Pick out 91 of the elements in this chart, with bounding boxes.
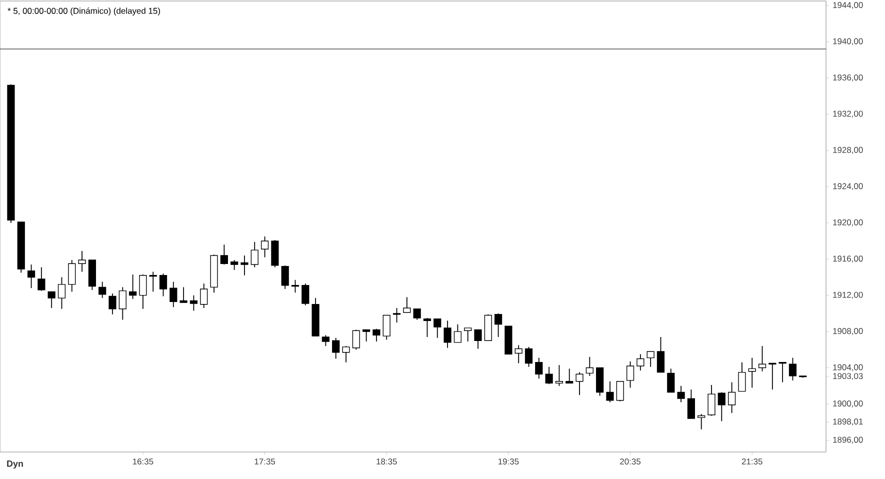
candlestick <box>220 244 228 265</box>
candlestick <box>108 293 116 315</box>
candlestick <box>606 380 614 403</box>
x-tick-label: 16:35 <box>132 458 154 465</box>
candlestick <box>626 360 634 388</box>
y-tick-label: 1898,01 <box>833 418 863 426</box>
candlestick <box>738 362 746 392</box>
candlestick <box>728 382 736 414</box>
y-tick-label: 1903,03 <box>833 373 863 380</box>
candlestick <box>413 308 421 320</box>
candlestick <box>423 318 432 338</box>
y-tick-label: 1928,00 <box>833 146 863 154</box>
y-tick-label: 1940,00 <box>833 38 863 46</box>
x-tick-label: 19:35 <box>498 458 519 465</box>
candlestick <box>48 291 56 308</box>
candlestick <box>524 346 533 368</box>
candlestick <box>545 366 553 385</box>
x-tick-label: 21:35 <box>742 458 762 465</box>
candlestick <box>170 281 178 308</box>
candlestick <box>586 356 594 376</box>
candlestick <box>464 327 472 342</box>
candlestick <box>190 294 198 312</box>
candlestick <box>149 271 157 292</box>
x-tick-label: 17:35 <box>254 458 276 465</box>
candlestick <box>718 392 726 422</box>
candlestick <box>667 368 675 393</box>
candlestick <box>444 320 452 348</box>
candlestick <box>616 380 624 402</box>
candlestick <box>352 329 360 350</box>
text: * 5, 00:00-00:00 (Dinámico) (delayed 15) <box>8 8 160 16</box>
candlestick <box>698 414 706 430</box>
y-tick-label: 1916,00 <box>833 256 863 263</box>
candlestick <box>514 344 522 364</box>
candlestick <box>362 329 370 342</box>
candlestick <box>332 337 340 360</box>
candlestick <box>118 286 126 320</box>
candlestick <box>403 296 411 313</box>
candlestick <box>382 314 390 340</box>
y-tick-label: 1920,00 <box>833 219 863 226</box>
candlestick <box>291 279 300 294</box>
candlestick <box>636 354 644 371</box>
candlestick <box>180 286 188 304</box>
candlestick <box>78 250 86 272</box>
candlestick <box>58 276 66 310</box>
y-tick-label: 1900,00 <box>833 400 863 408</box>
candlestick <box>566 368 574 384</box>
candlestick <box>778 362 786 383</box>
candlestick <box>372 328 380 342</box>
candlestick <box>687 389 695 419</box>
candlestick <box>535 357 543 380</box>
y-tick-label: 1896,00 <box>833 436 863 444</box>
candlestick <box>474 329 482 350</box>
y-tick-label: 1944,00 <box>833 2 863 10</box>
candlestick <box>38 266 46 292</box>
candlestick <box>788 357 797 381</box>
candlestick <box>250 241 258 268</box>
candlestick <box>129 274 137 300</box>
candlestick <box>322 334 330 346</box>
text: Dyn <box>7 460 23 469</box>
x-tick-label: 18:35 <box>376 458 397 465</box>
candlestick <box>68 260 76 292</box>
candlestick <box>494 312 502 338</box>
candlestick <box>139 274 147 310</box>
y-tick-label: 1904,00 <box>833 364 863 372</box>
y-tick-label: 1932,00 <box>833 110 863 118</box>
candlestick <box>240 255 248 276</box>
candlestick <box>576 372 584 396</box>
candlestick <box>434 318 442 338</box>
candlestick <box>230 260 238 270</box>
candlestick <box>27 264 36 289</box>
candlestick <box>200 283 208 308</box>
candlestick <box>758 346 766 372</box>
candlestick <box>656 336 665 373</box>
candlestick <box>302 283 310 306</box>
candlestick <box>646 351 654 368</box>
candlestick <box>708 384 716 416</box>
y-tick-label: 1908,00 <box>833 328 863 336</box>
candlestick <box>281 264 289 290</box>
y-tick-label: 1924,00 <box>833 183 863 190</box>
candlestick <box>768 362 776 390</box>
candlestick <box>342 346 350 363</box>
candlestick <box>555 364 564 386</box>
candlestick <box>159 273 168 297</box>
y-tick-label: 1936,00 <box>833 74 863 82</box>
candlestick <box>454 324 462 343</box>
candlestick <box>677 385 685 403</box>
candlestick <box>260 236 269 258</box>
candlestick <box>98 281 106 298</box>
y-tick-label: 1912,00 <box>833 292 863 299</box>
x-tick-label: 20:35 <box>620 458 641 465</box>
candlestick <box>392 308 401 323</box>
